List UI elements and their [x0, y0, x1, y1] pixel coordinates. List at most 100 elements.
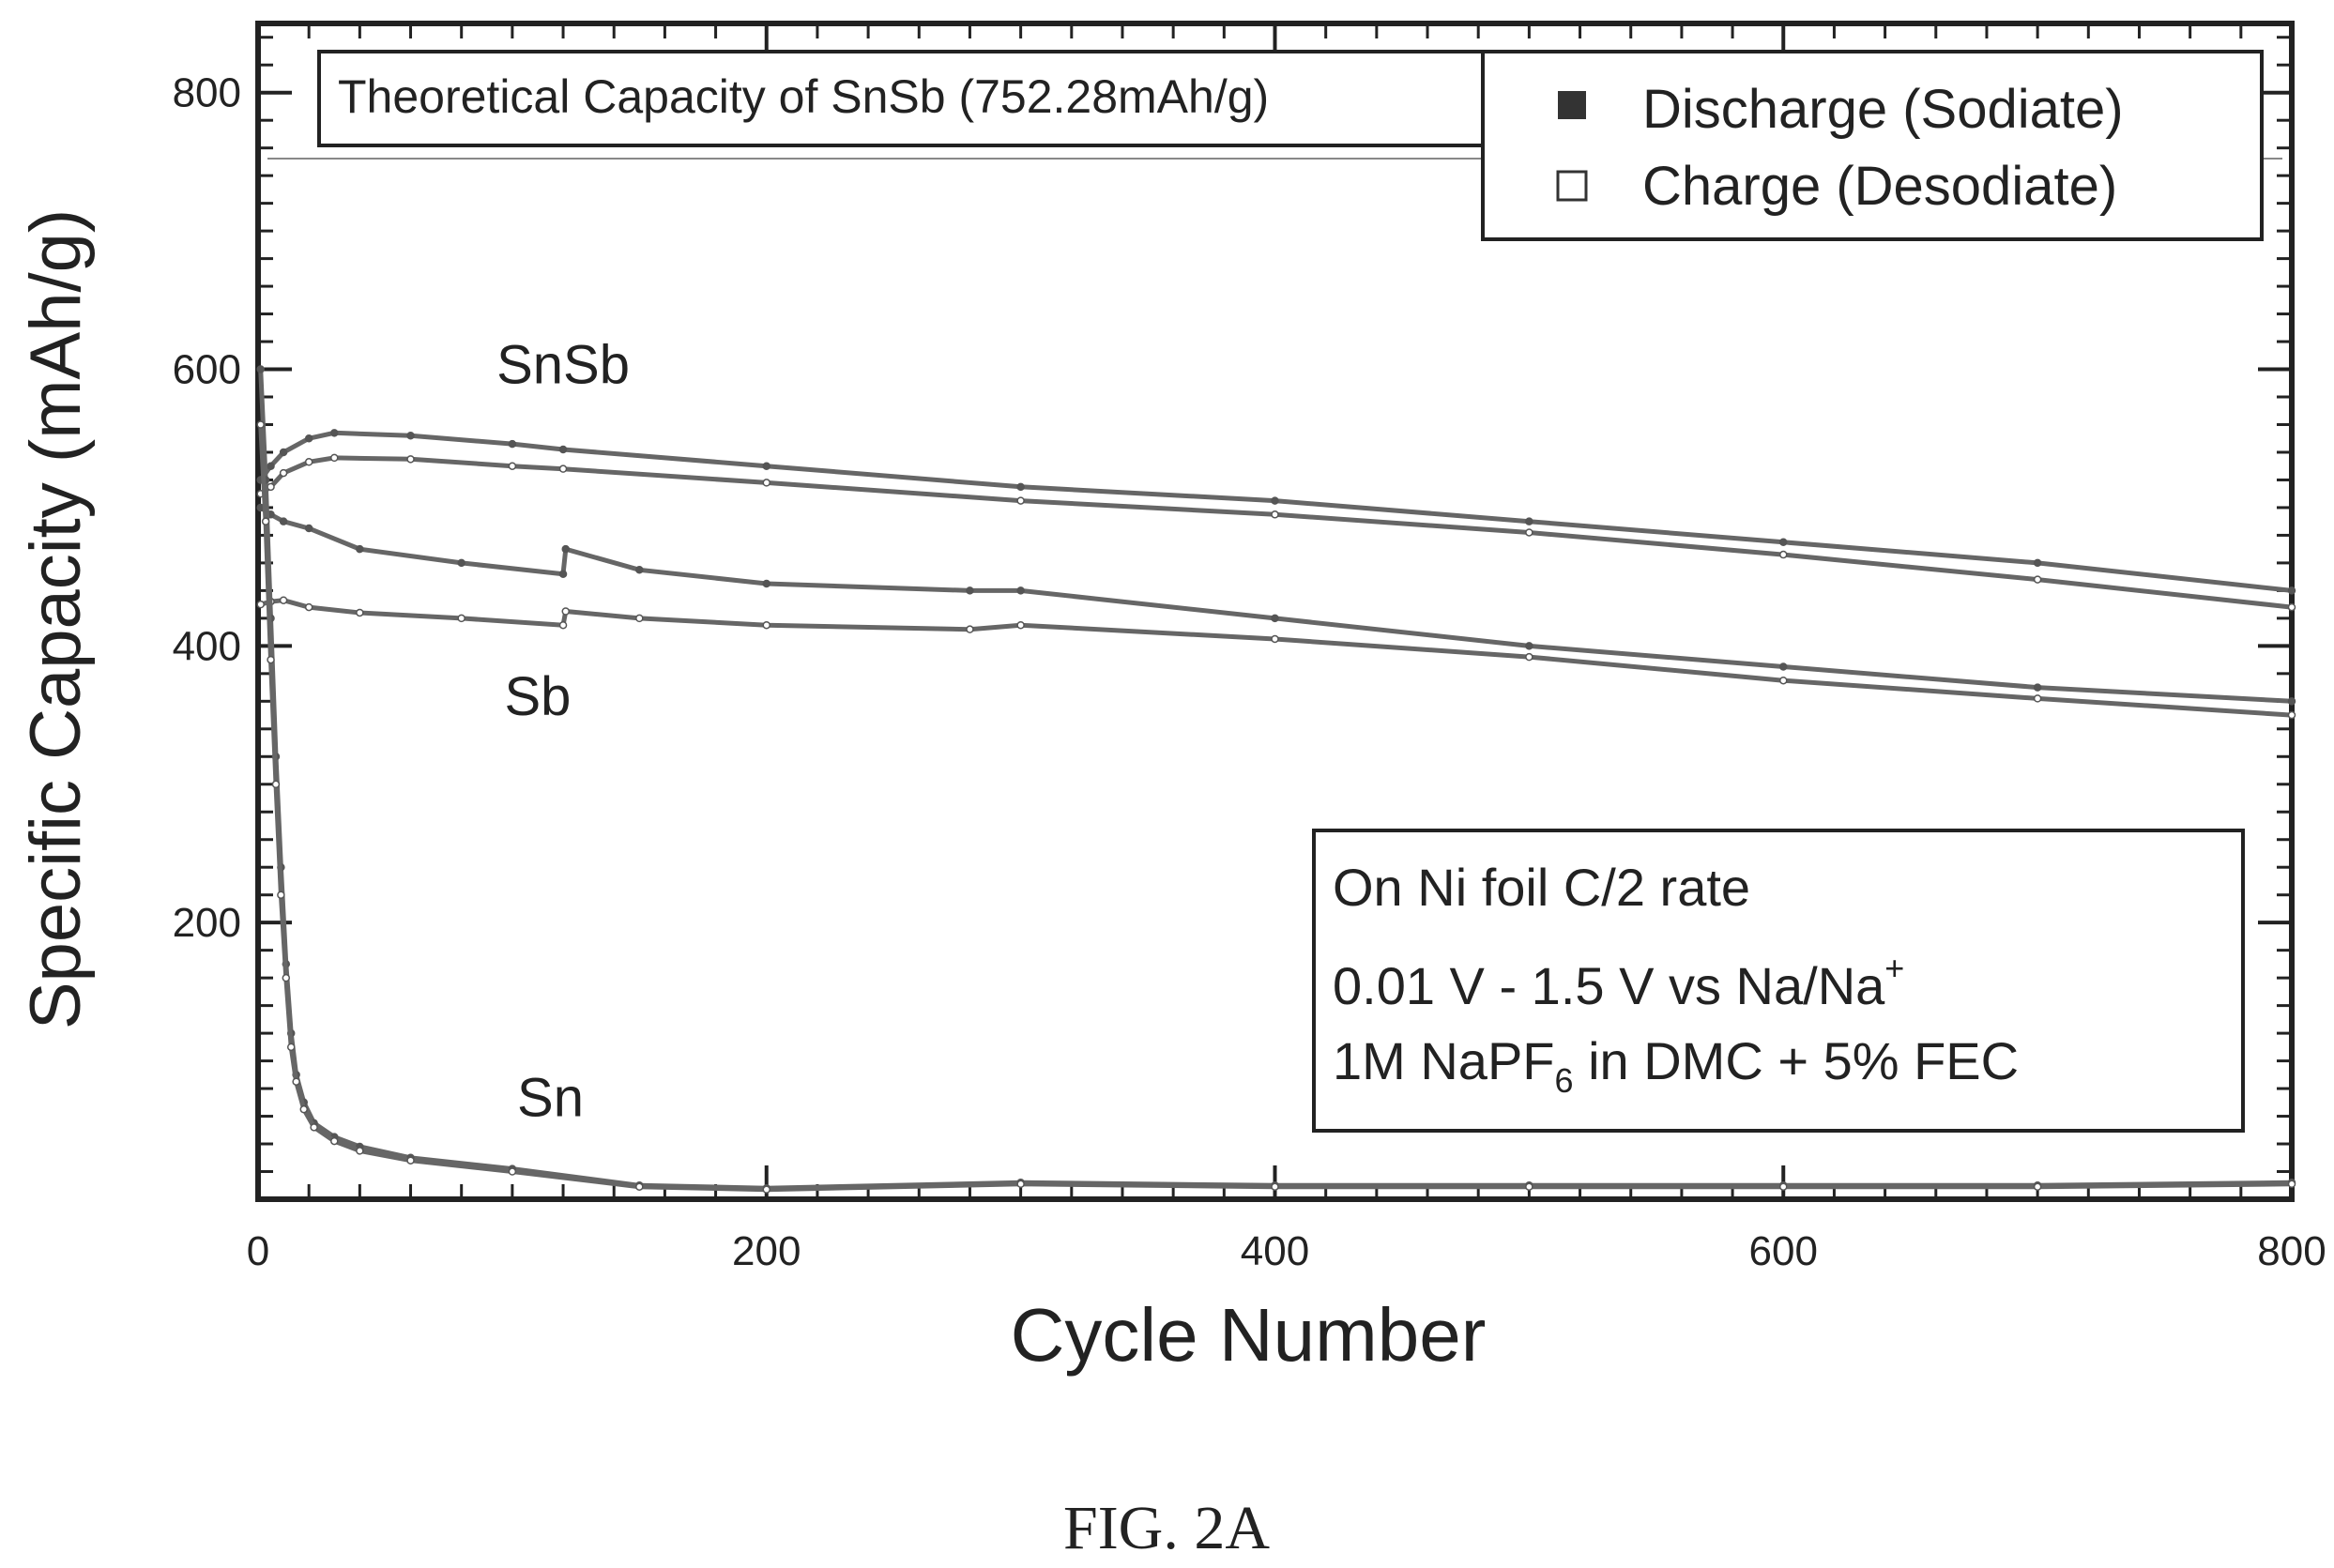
sn-charge-point	[286, 1043, 296, 1052]
sb-charge-point	[1779, 676, 1788, 685]
series-layer	[256, 365, 2296, 1194]
snsb-discharge-point	[1779, 538, 1788, 547]
y-tick-label: 200	[173, 900, 241, 946]
legend-open-square-marker	[1556, 170, 1588, 202]
legend-charge-label: Charge (Desodiate)	[1642, 156, 2117, 217]
snsb-charge-point	[267, 482, 275, 492]
theoretical-capacity-label: Theoretical Capacity of SnSb (752.28mAh/…	[338, 70, 1269, 123]
sb-charge-point	[256, 600, 265, 609]
sb-charge-point	[966, 625, 974, 633]
snsb-charge-point	[2287, 602, 2296, 612]
sb-discharge-point	[1779, 662, 1788, 671]
curve-label-sb: Sb	[504, 666, 571, 727]
snsb-discharge-point	[508, 439, 517, 449]
snsb-charge-point	[762, 479, 770, 487]
sb-charge-point	[2287, 710, 2296, 720]
conditions-line-3: 1M NaPF6 in DMC + 5% FEC	[1333, 1031, 2019, 1100]
conditions-line-2-main: 0.01 V - 1.5 V vs Na/Na	[1333, 956, 1885, 1015]
snsb-discharge-point	[1016, 482, 1025, 492]
sn-charge-point	[508, 1167, 517, 1176]
snsb-charge-series-line	[259, 455, 2293, 610]
sn-charge-point	[271, 780, 281, 789]
conditions-line-1: On Ni foil C/2 rate	[1333, 858, 1750, 917]
sn-charge-point	[762, 1185, 770, 1194]
sb-charge-point	[2033, 694, 2042, 703]
x-tick-label: 400	[1241, 1228, 1309, 1274]
legend-filled-square-marker	[1558, 91, 1586, 119]
y-tick-label: 400	[173, 623, 241, 669]
x-tick-label: 600	[1749, 1228, 1818, 1274]
sb-discharge-point	[561, 544, 571, 554]
sn-charge-point	[1016, 1180, 1025, 1189]
snsb-charge-point	[1525, 528, 1533, 537]
sn-charge-point	[2033, 1182, 2042, 1191]
snsb-discharge-point	[267, 462, 275, 470]
sb-charge-point	[1525, 652, 1533, 662]
sb-charge-point	[558, 620, 568, 630]
sb-discharge-point	[1016, 586, 1025, 595]
snsb-charge-point	[1779, 550, 1788, 559]
sb-discharge-point	[966, 586, 974, 595]
snsb-discharge-point	[406, 432, 415, 440]
conditions-line-2-sup: +	[1884, 949, 1904, 987]
sb-charge-point	[1016, 620, 1025, 630]
sb-discharge-point	[762, 579, 770, 588]
y-tick-label: 800	[173, 70, 241, 116]
conditions-line-2: 0.01 V - 1.5 V vs Na/Na+	[1333, 949, 1904, 1015]
sn-charge-point	[282, 973, 291, 982]
sb-charge-point	[762, 620, 770, 630]
snsb-charge-point	[406, 455, 415, 464]
snsb-discharge-point	[330, 429, 339, 437]
sn-charge-point	[256, 420, 265, 429]
snsb-discharge-point	[304, 434, 313, 443]
sb-charge-point	[279, 596, 288, 604]
sn-charge-point	[292, 1077, 300, 1086]
snsb-discharge-point	[1525, 517, 1533, 525]
legend: Discharge (Sodiate) Charge (Desodiate)	[1481, 50, 2264, 241]
sn-charge-point	[2287, 1180, 2296, 1189]
snsb-charge-point	[508, 462, 517, 470]
sn-charge-point	[356, 1147, 364, 1155]
x-axis-title: Cycle Number	[1011, 1293, 1487, 1377]
sb-charge-point	[1271, 634, 1279, 644]
x-tick-labels: 0 200 400 600 800	[247, 1228, 2326, 1274]
snsb-discharge-point	[2287, 586, 2296, 595]
curve-label-sn: Sn	[517, 1068, 584, 1129]
x-tick-label: 0	[247, 1228, 269, 1274]
x-tick-label: 800	[2257, 1228, 2326, 1274]
y-axis-title: Specific Capacity (mAh/g)	[16, 209, 96, 1029]
sn-charge-point	[1779, 1182, 1788, 1191]
y-tick-label: 600	[173, 347, 241, 393]
sn-charge-point	[406, 1156, 415, 1165]
conditions-box: On Ni foil C/2 rate 0.01 V - 1.5 V vs Na…	[1312, 829, 2245, 1133]
theoretical-capacity-box: Theoretical Capacity of SnSb (752.28mAh/…	[317, 50, 1485, 147]
sb-charge-point	[356, 608, 364, 617]
sn-charge-point	[330, 1136, 339, 1146]
sb-discharge-point	[558, 570, 568, 578]
sn-charge-point	[1271, 1182, 1279, 1191]
figure-caption: FIG. 2A	[1063, 1494, 1270, 1562]
snsb-discharge-point	[1271, 496, 1279, 505]
snsb-discharge-point	[762, 462, 770, 470]
sn-charge-point	[1525, 1182, 1533, 1191]
snsb-charge-point	[1016, 496, 1025, 505]
sb-charge-point	[561, 607, 571, 616]
sb-discharge-point	[356, 544, 364, 554]
snsb-charge-point	[279, 468, 288, 478]
sb-charge-point	[457, 614, 465, 623]
sn-charge-point	[267, 655, 275, 664]
sb-discharge-point	[279, 517, 288, 525]
curve-labels: SnSb Sb Sn	[496, 334, 630, 1128]
x-tick-label: 200	[732, 1228, 801, 1274]
conditions-line-3-post: in DMC + 5% FEC	[1574, 1031, 2020, 1090]
snsb-charge-point	[2033, 575, 2042, 584]
snsb-discharge-point	[279, 448, 288, 457]
snsb-charge-point	[330, 453, 339, 463]
snsb-discharge-point	[2033, 558, 2042, 568]
sb-discharge-point	[2033, 683, 2042, 692]
sb-discharge-point	[457, 558, 465, 568]
sb-charge-point	[635, 614, 644, 623]
legend-discharge-label: Discharge (Sodiate)	[1642, 79, 2124, 140]
sb-discharge-point	[304, 524, 313, 533]
snsb-discharge-point	[558, 445, 568, 454]
